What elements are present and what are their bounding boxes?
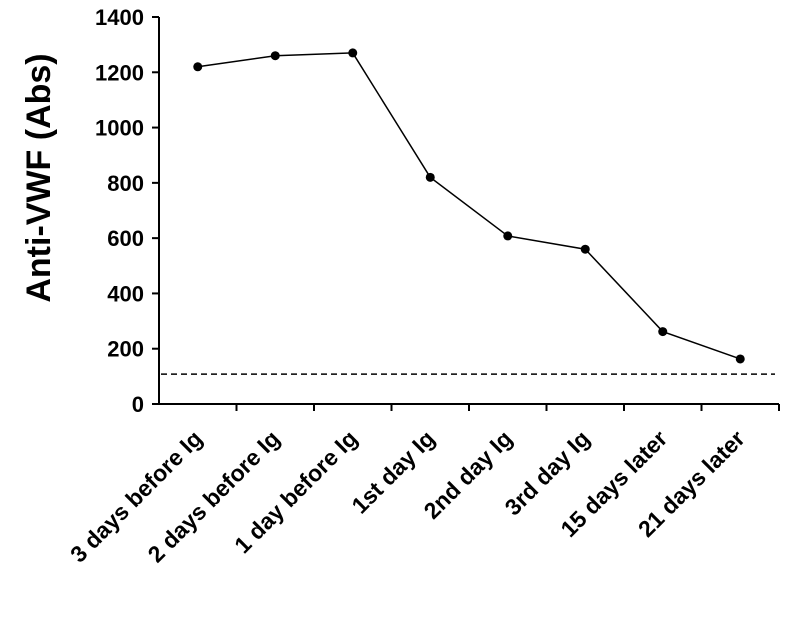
y-ticks: 0 200 400 600 800 1000 1200 1400 [95, 5, 159, 417]
y-tick-label: 1200 [95, 60, 144, 85]
data-point [658, 327, 668, 337]
series-group [193, 48, 745, 364]
y-axis-label: Anti-VWF (Abs) [20, 53, 58, 302]
data-point [735, 354, 745, 364]
y-tick-label: 400 [107, 281, 144, 306]
series-line [197, 52, 741, 360]
y-tick-label: 0 [132, 392, 144, 417]
data-point [348, 48, 358, 58]
y-tick-label: 200 [107, 337, 144, 362]
data-point [270, 51, 280, 61]
y-tick-label: 800 [107, 171, 144, 196]
x-tick-label: 2 days before Ig [143, 425, 285, 567]
data-point [503, 231, 513, 241]
x-tick-label: 3 days before Ig [65, 425, 207, 567]
y-tick-label: 1000 [95, 116, 144, 141]
y-tick-label: 1400 [95, 5, 144, 30]
y-tick-label: 600 [107, 226, 144, 251]
data-point [580, 244, 590, 254]
data-point [425, 172, 435, 182]
data-point [193, 62, 203, 72]
axes [158, 17, 779, 405]
x-ticks: 3 days before Ig2 days before Ig1 day be… [65, 404, 780, 567]
